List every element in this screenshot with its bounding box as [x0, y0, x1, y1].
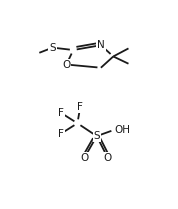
Text: OH: OH — [115, 125, 131, 135]
Text: F: F — [58, 108, 64, 118]
Text: N: N — [97, 40, 105, 50]
Text: F: F — [77, 102, 83, 112]
Text: S: S — [49, 43, 56, 53]
Text: O: O — [80, 153, 88, 163]
Text: F: F — [58, 129, 64, 139]
Text: O: O — [62, 60, 70, 70]
Text: O: O — [104, 153, 112, 163]
Text: S: S — [93, 131, 100, 141]
